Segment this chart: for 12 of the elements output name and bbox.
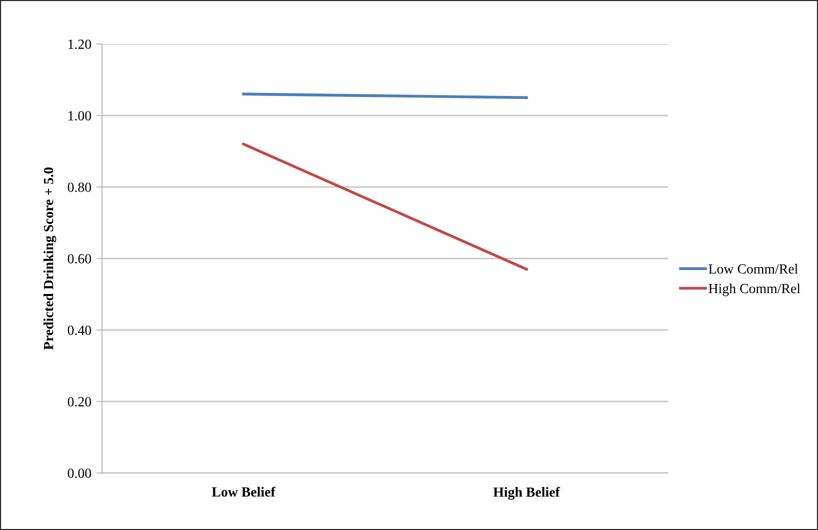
y-tick-label: 1.20 [68,40,92,50]
y-tick-label: 0.20 [68,397,92,407]
x-tick-label: Low Belief [212,486,276,497]
y-tick-label: 0.40 [68,326,92,336]
y-axis-title: Predicted Drinking Score + 5.0 [43,168,56,350]
legend-label: High Comm/Rel [708,283,800,296]
y-tick-label: 0.00 [68,468,92,478]
legend-label: Low Comm/Rel [708,264,798,274]
y-tick-label: 0.80 [68,182,92,192]
x-tick-label: High Belief [493,486,560,500]
y-tick-label: 1.00 [68,111,92,121]
y-tick-label: 0.60 [68,254,92,264]
